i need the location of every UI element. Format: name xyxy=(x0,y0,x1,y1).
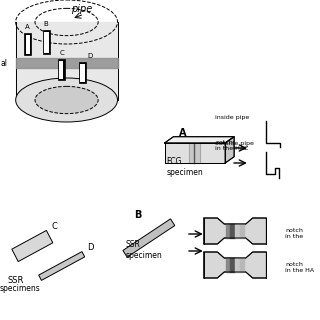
Text: C: C xyxy=(60,50,65,56)
Bar xyxy=(59,60,63,79)
Text: A: A xyxy=(179,128,187,138)
Text: notch
in the HA: notch in the HA xyxy=(285,262,314,273)
Bar xyxy=(26,35,30,54)
Polygon shape xyxy=(39,252,85,280)
Text: notch
in the: notch in the xyxy=(285,228,303,239)
Polygon shape xyxy=(240,224,244,238)
Text: D: D xyxy=(87,53,92,59)
Bar xyxy=(44,32,49,53)
Bar xyxy=(58,59,65,80)
Bar xyxy=(25,33,31,55)
Text: B: B xyxy=(134,210,141,220)
Polygon shape xyxy=(226,224,230,238)
Polygon shape xyxy=(123,219,175,257)
Polygon shape xyxy=(230,258,235,272)
Ellipse shape xyxy=(35,86,98,114)
Polygon shape xyxy=(16,58,117,68)
Text: pipe: pipe xyxy=(71,4,92,14)
Text: D: D xyxy=(87,243,94,252)
Text: SSR: SSR xyxy=(8,276,24,285)
Polygon shape xyxy=(225,137,234,163)
Polygon shape xyxy=(235,258,240,272)
Polygon shape xyxy=(204,218,266,244)
Polygon shape xyxy=(230,224,235,238)
Polygon shape xyxy=(226,258,230,272)
Polygon shape xyxy=(189,143,200,163)
Text: FCG
specimen: FCG specimen xyxy=(166,157,203,177)
Text: A: A xyxy=(25,24,29,30)
Polygon shape xyxy=(235,224,240,238)
Text: SSR
specimen: SSR specimen xyxy=(125,240,162,260)
Bar xyxy=(81,64,85,82)
Bar xyxy=(79,62,86,83)
Ellipse shape xyxy=(16,78,117,122)
Polygon shape xyxy=(12,230,53,261)
Polygon shape xyxy=(204,252,266,278)
Text: C: C xyxy=(52,222,58,231)
Text: outside pipe: outside pipe xyxy=(215,141,254,146)
Polygon shape xyxy=(16,22,117,100)
Text: inside pipe: inside pipe xyxy=(215,115,250,120)
Polygon shape xyxy=(164,137,234,143)
Bar xyxy=(43,30,50,54)
Text: notch
in the HAZ: notch in the HAZ xyxy=(215,140,249,151)
Polygon shape xyxy=(164,143,225,163)
Text: B: B xyxy=(43,21,48,27)
Polygon shape xyxy=(240,258,244,272)
Text: al: al xyxy=(1,59,8,68)
Text: specimens: specimens xyxy=(0,284,41,293)
